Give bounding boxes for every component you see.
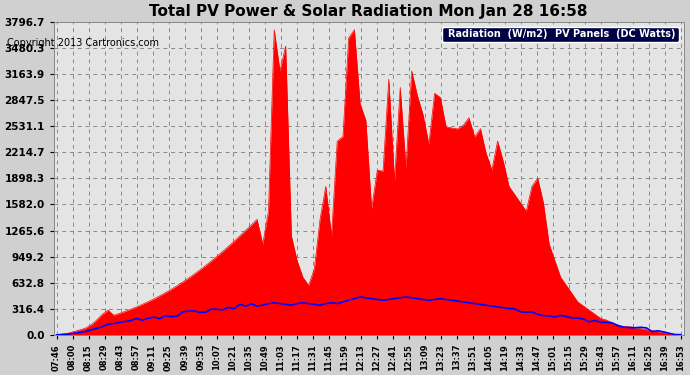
Title: Total PV Power & Solar Radiation Mon Jan 28 16:58: Total PV Power & Solar Radiation Mon Jan… — [150, 4, 588, 19]
Legend: Radiation  (W/m2), PV Panels  (DC Watts): Radiation (W/m2), PV Panels (DC Watts) — [442, 27, 679, 42]
Text: Copyright 2013 Cartronics.com: Copyright 2013 Cartronics.com — [7, 38, 159, 48]
